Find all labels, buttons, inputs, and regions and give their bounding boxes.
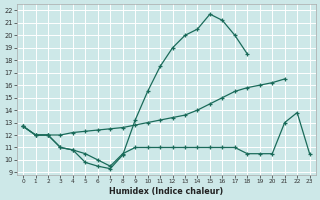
X-axis label: Humidex (Indice chaleur): Humidex (Indice chaleur) xyxy=(109,187,223,196)
